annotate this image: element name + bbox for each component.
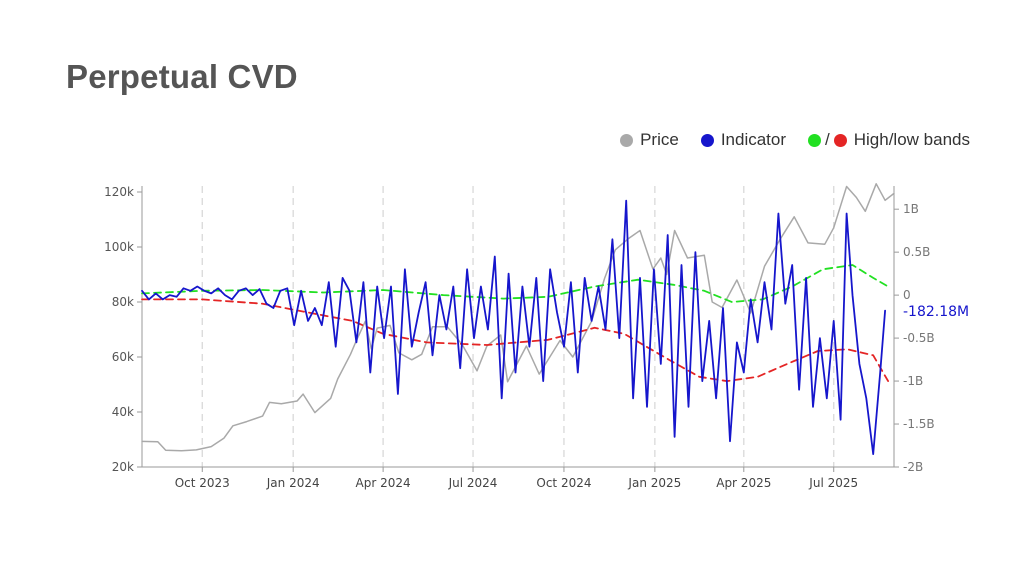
y-right-tick-label: -0.5B [903, 331, 935, 345]
y-right-tick-label: -2B [903, 460, 923, 474]
y-left-tick-label: 120k [104, 185, 134, 199]
y-right-tick-label: -1.5B [903, 417, 935, 431]
x-tick-label: Jan 2025 [627, 476, 681, 490]
chart-area: 20k 40k 60k 80k 100k 120k 1B 0.5B 0 -0.5B -1B -1.5B… [66, 180, 986, 500]
series-line-indicator [141, 199, 886, 455]
y-left-tick-label: 100k [104, 240, 134, 254]
x-tick-label: Oct 2024 [536, 476, 591, 490]
legend-marker-low-band [833, 133, 847, 147]
legend-marker-high-band [808, 133, 822, 147]
x-tick-label: Jul 2024 [448, 476, 498, 490]
series-line-high-band [141, 264, 889, 303]
legend-item-price[interactable]: Price [620, 130, 679, 150]
legend-item-bands[interactable]: / High/low bands [808, 130, 970, 150]
series-line-low-band [141, 298, 889, 382]
legend-item-indicator[interactable]: Indicator [700, 130, 787, 150]
x-tick-label: Jan 2024 [266, 476, 320, 490]
x-tick-label: Apr 2025 [716, 476, 771, 490]
legend-bands-separator: / [825, 130, 830, 149]
legend-label-price: Price [640, 130, 679, 149]
legend-marker-price [620, 133, 634, 147]
y-right-tick-label: 0.5B [903, 245, 930, 259]
plot-background [142, 186, 894, 467]
y-right-tick-label: -1B [903, 374, 923, 388]
legend-label-indicator: Indicator [720, 130, 787, 149]
x-tick-label: Jul 2025 [808, 476, 858, 490]
page-title: Perpetual CVD [66, 58, 298, 95]
cvd-chart: 20k 40k 60k 80k 100k 120k 1B 0.5B 0 -0.5B -1B -1.5B… [104, 183, 969, 490]
chart-legend: Price Indicator / High/low bands [620, 130, 970, 150]
legend-marker-indicator [700, 133, 714, 147]
y-left-tick-label: 60k [112, 350, 134, 364]
x-tick-label: Apr 2024 [356, 476, 411, 490]
legend-label-bands: High/low bands [853, 130, 970, 149]
y-left-tick-label: 40k [112, 405, 134, 419]
y-right-tick-label: 0 [903, 288, 911, 302]
y-left-tick-label: 20k [112, 460, 134, 474]
y-left-tick-label: 80k [112, 295, 134, 309]
x-tick-label: Oct 2023 [175, 476, 230, 490]
y-right-tick-label: 1B [903, 202, 919, 216]
indicator-last-value-label: -182.18M [903, 304, 969, 320]
